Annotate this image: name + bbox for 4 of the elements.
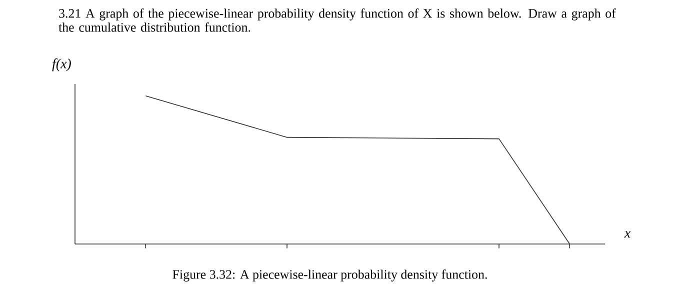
- x-axis-title: x: [624, 231, 631, 238]
- chart-title: 3.21 A graph of the piecewise-linear probability density function of X is shown below. Draw a graph of the cumulative distribution function.: [58, 8, 616, 32]
- y-axis-title: f(x): [52, 58, 71, 72]
- caption: Figure 3.32: A piecewise-linear probability density function.: [172, 270, 487, 282]
